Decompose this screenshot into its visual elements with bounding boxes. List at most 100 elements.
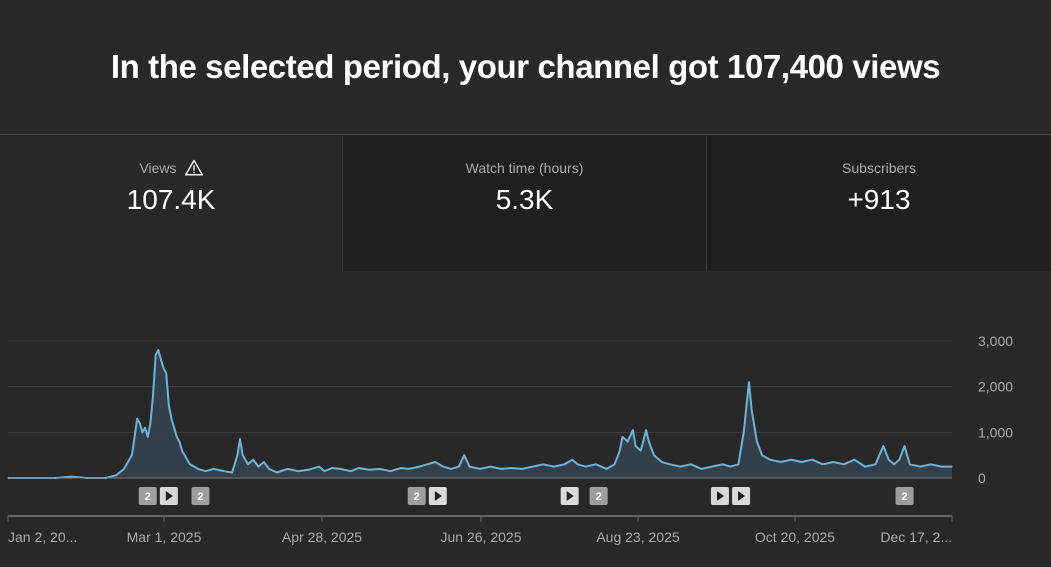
data-point: [128, 459, 130, 461]
data-point: [350, 470, 352, 472]
views-area-fill: [8, 350, 952, 478]
data-point: [389, 470, 391, 472]
x-tick-label: Aug 23, 2025: [596, 529, 680, 545]
video-marker[interactable]: [428, 487, 447, 505]
y-tick-label: 3,000: [978, 333, 1013, 349]
data-point: [542, 463, 544, 465]
marker-box: [589, 487, 608, 505]
data-point: [54, 477, 57, 479]
data-point: [909, 463, 911, 465]
video-marker[interactable]: [710, 487, 729, 505]
data-point: [748, 381, 750, 383]
data-point: [893, 463, 895, 465]
x-axis: Jan 2, 20... Mar 1, 2025 Apr 28, 2025 Jun 2…: [7, 515, 953, 545]
x-tick-label: Oct 20, 2025: [755, 529, 835, 545]
data-point: [661, 461, 663, 463]
count-marker[interactable]: 2: [589, 487, 608, 505]
warning-icon[interactable]: [184, 159, 203, 177]
data-point: [737, 463, 740, 465]
data-point: [832, 461, 834, 463]
data-point: [247, 463, 249, 465]
video-marker[interactable]: [159, 487, 178, 505]
marker-count: 2: [901, 491, 907, 503]
data-point: [178, 440, 180, 443]
data-point: [951, 465, 953, 468]
data-point: [286, 468, 289, 470]
data-point: [632, 429, 634, 431]
data-point: [645, 429, 647, 431]
marker-count: 2: [596, 491, 602, 503]
data-point: [898, 459, 900, 461]
video-marker[interactable]: [560, 487, 579, 505]
data-point: [874, 463, 877, 465]
play-icon: [738, 491, 746, 501]
data-point: [268, 468, 270, 470]
marker-box: [138, 487, 157, 505]
data-point: [339, 468, 341, 470]
tab-views-label: Views: [139, 160, 177, 176]
marker-box: [407, 487, 426, 505]
data-point: [613, 463, 616, 465]
data-point: [157, 349, 159, 351]
data-point: [811, 459, 813, 461]
data-point: [331, 467, 333, 469]
marker-box: [191, 487, 210, 505]
data-point: [450, 468, 452, 470]
tab-views-value: 107.4K: [126, 184, 216, 215]
count-marker[interactable]: 2: [895, 487, 914, 505]
count-marker[interactable]: 2: [138, 487, 157, 505]
tab-subscribers-value: +913: [847, 184, 911, 215]
data-point: [323, 470, 326, 472]
data-point: [711, 465, 713, 468]
data-point: [400, 467, 402, 469]
data-point: [170, 418, 173, 420]
data-point: [843, 463, 845, 465]
count-marker[interactable]: 2: [407, 487, 426, 505]
data-point: [640, 450, 642, 452]
data-point: [149, 422, 151, 424]
marker-box: [895, 487, 914, 505]
data-point: [463, 454, 465, 456]
data-point: [756, 440, 758, 443]
tab-watch-time[interactable]: Watch time (hours) 5.3K: [342, 136, 706, 271]
data-point: [426, 463, 428, 465]
data-point: [123, 468, 125, 470]
data-point: [165, 372, 167, 374]
video-marker[interactable]: [732, 487, 751, 505]
data-point: [7, 477, 9, 479]
count-marker[interactable]: 2: [191, 487, 210, 505]
play-icon: [566, 491, 574, 501]
data-point: [162, 367, 165, 369]
metric-tabs: Views 107.4K Watch time (hours) 5.3K Sub…: [0, 136, 1051, 271]
data-point: [790, 459, 792, 461]
data-point: [769, 459, 771, 461]
data-point: [70, 476, 72, 478]
data-point: [173, 427, 175, 429]
data-point: [358, 467, 360, 469]
y-tick-label: 1,000: [978, 424, 1013, 440]
data-point: [576, 463, 579, 465]
data-point: [864, 465, 866, 468]
data-point: [479, 468, 481, 470]
data-point: [584, 465, 587, 468]
x-tick-label: Dec 17, 2...: [880, 529, 952, 545]
tab-views[interactable]: Views 107.4K: [0, 136, 342, 271]
views-chart[interactable]: 0 1,000 2,000 3,000 2 2 2 2 2 Jan 2, 20... Mar 1…: [0, 271, 1051, 567]
y-tick-label: 0: [978, 470, 986, 486]
data-point: [152, 395, 154, 397]
data-point: [115, 474, 117, 476]
data-point: [86, 477, 88, 479]
data-point: [743, 431, 745, 433]
y-tick-label: 2,000: [978, 379, 1013, 395]
data-point: [919, 465, 921, 468]
data-point: [242, 454, 244, 456]
data-point: [297, 470, 299, 472]
play-icon: [165, 491, 173, 501]
data-point: [131, 454, 133, 456]
chart-grid: [8, 340, 952, 433]
data-point: [489, 465, 492, 468]
data-point: [553, 465, 555, 468]
marker-count: 2: [414, 491, 420, 503]
tab-subscribers[interactable]: Subscribers +913: [706, 136, 1051, 271]
data-point: [563, 463, 565, 465]
